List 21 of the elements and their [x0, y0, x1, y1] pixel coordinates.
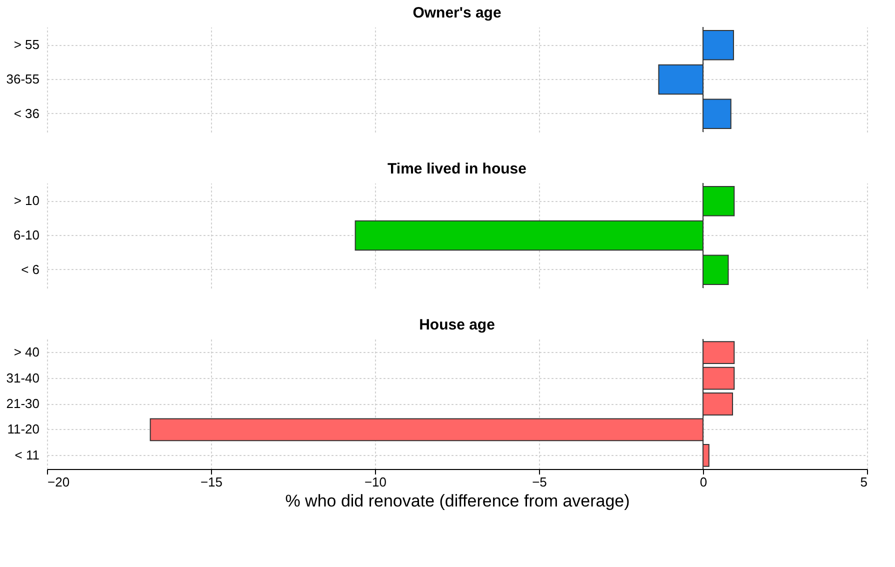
x-tick-label: 5 [860, 474, 868, 490]
y-tick-label: 31-40 [6, 370, 40, 386]
chart-title: House age [419, 316, 495, 334]
y-tick-label: > 40 [14, 344, 40, 360]
y-tick-label: 6-10 [13, 228, 40, 242]
x-tick-label: −20 [48, 474, 70, 490]
x-tick-label: 0 [700, 474, 708, 490]
y-tick-label: > 55 [14, 37, 40, 52]
chart-title: Owner's age [412, 4, 502, 22]
y-tick-label: > 10 [14, 193, 40, 208]
y-tick-label: < 11 [14, 447, 40, 462]
y-tick-label: < 36 [14, 106, 40, 121]
y-tick-label: < 6 [21, 262, 40, 277]
y-tick-label: 11-20 [7, 422, 40, 437]
chart-title: Time lived in house [388, 160, 526, 178]
x-tick-label: −5 [532, 474, 547, 490]
x-tick-label: −15 [200, 474, 223, 490]
y-tick-label: 21-30 [6, 396, 40, 411]
x-tick-label: −10 [364, 474, 387, 490]
x-axis-title: % who did renovate (difference from average) [285, 492, 630, 510]
y-tick-label: 36-55 [6, 72, 40, 86]
